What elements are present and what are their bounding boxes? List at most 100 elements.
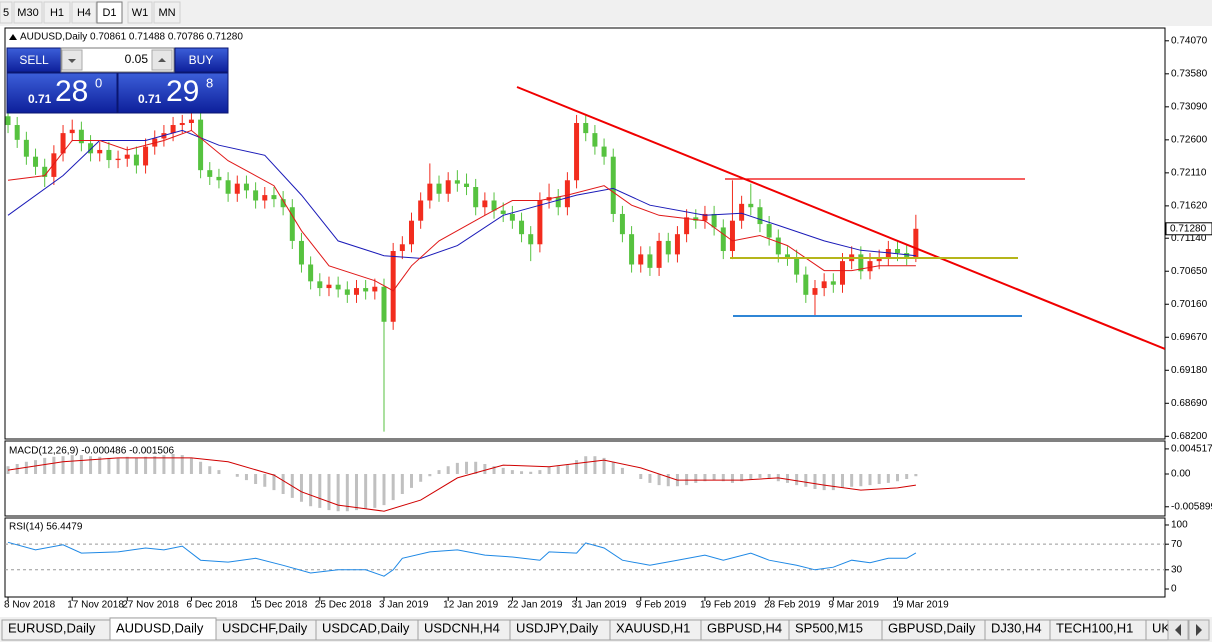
chart-tab-label[interactable]: SP500,M15 bbox=[795, 620, 863, 635]
candle-body bbox=[830, 281, 836, 285]
chart-tab-label[interactable]: EURUSD,Daily bbox=[8, 620, 96, 635]
moving-average bbox=[7, 129, 916, 259]
chart-tab-label[interactable]: USDJPY,Daily bbox=[516, 620, 599, 635]
candle-body bbox=[271, 195, 277, 200]
candle-body bbox=[766, 224, 772, 238]
chart-tab-label[interactable]: AUDUSD,Daily bbox=[116, 620, 204, 635]
candle-body bbox=[711, 213, 717, 228]
candle-body bbox=[665, 240, 671, 255]
timeframe-button[interactable] bbox=[13, 1, 43, 24]
x-tick-label: 28 Feb 2019 bbox=[764, 600, 821, 611]
macd-bar bbox=[694, 474, 698, 483]
macd-bar bbox=[455, 462, 459, 474]
macd-bar bbox=[373, 474, 377, 508]
macd-bar bbox=[813, 474, 817, 489]
candle-body bbox=[647, 254, 653, 268]
candle-body bbox=[491, 200, 497, 211]
macd-bar bbox=[24, 461, 28, 474]
candle-body bbox=[803, 274, 809, 295]
macd-bar bbox=[153, 456, 157, 474]
arrow-left bbox=[1175, 624, 1181, 636]
last-price-label: 0.71280 bbox=[1170, 223, 1207, 234]
chart-tab-label[interactable]: GBPUSD,H4 bbox=[707, 620, 782, 635]
macd-bar bbox=[428, 474, 432, 477]
timeframe-label[interactable]: W1 bbox=[132, 7, 149, 19]
buy-button[interactable] bbox=[174, 47, 229, 73]
timeframe-label[interactable]: MN bbox=[158, 7, 175, 19]
chart-tab-label[interactable]: USDCAD,Daily bbox=[322, 620, 410, 635]
timeframe-label[interactable]: H1 bbox=[50, 7, 64, 19]
timeframe-label[interactable]: 5 bbox=[3, 7, 9, 19]
macd-bar bbox=[703, 474, 707, 482]
chart-tab-label[interactable]: TECH100,H1 bbox=[1056, 620, 1133, 635]
timeframe-label[interactable]: D1 bbox=[102, 7, 116, 19]
timeframe-label[interactable]: H4 bbox=[77, 7, 91, 19]
candle-body bbox=[821, 281, 827, 289]
macd-bar bbox=[437, 470, 441, 474]
macd-bar bbox=[896, 474, 900, 482]
chart-tab-label[interactable]: USDCHF,Daily bbox=[222, 620, 308, 635]
timeframe-button[interactable] bbox=[43, 1, 71, 24]
lot-value[interactable]: 0.05 bbox=[125, 52, 149, 66]
macd-bar bbox=[730, 474, 734, 483]
y-tick-label: 0.70650 bbox=[1171, 266, 1208, 277]
chart-tab-label[interactable]: XAUUSD,H1 bbox=[616, 620, 690, 635]
macd-bar bbox=[391, 474, 395, 501]
timeframe-button[interactable] bbox=[127, 1, 153, 24]
macd-bar bbox=[474, 461, 478, 474]
bid-box[interactable] bbox=[6, 72, 118, 114]
macd-signal bbox=[7, 457, 916, 512]
ask-box[interactable] bbox=[117, 72, 229, 114]
macd-bar bbox=[465, 461, 469, 474]
macd-bar bbox=[144, 456, 148, 474]
candle-body bbox=[895, 248, 901, 254]
candle-body bbox=[243, 183, 249, 191]
macd-bar bbox=[382, 474, 386, 506]
macd-bar bbox=[400, 474, 404, 494]
candle-body bbox=[418, 200, 424, 221]
macd-bar bbox=[767, 474, 771, 479]
candle-body bbox=[601, 146, 607, 157]
timeframe-button[interactable] bbox=[153, 1, 181, 24]
candle-body bbox=[298, 240, 304, 265]
candle-body bbox=[234, 183, 240, 194]
candle-body bbox=[757, 207, 763, 225]
candle-body bbox=[564, 180, 570, 208]
candle-body bbox=[78, 129, 84, 144]
x-tick-label: 6 Dec 2018 bbox=[186, 600, 238, 611]
y-tick-label: 0.68690 bbox=[1171, 398, 1208, 409]
trend-line[interactable] bbox=[516, 86, 1165, 350]
candle-body bbox=[207, 170, 213, 177]
macd-bar bbox=[795, 474, 799, 486]
collapse-icon[interactable] bbox=[9, 34, 17, 40]
candle-body bbox=[262, 195, 268, 201]
macd-bar bbox=[593, 456, 597, 474]
timeframe-button[interactable] bbox=[71, 1, 97, 24]
macd-bar bbox=[914, 474, 918, 477]
candle-body bbox=[280, 199, 286, 208]
candle-body bbox=[353, 288, 359, 295]
timeframe-label[interactable]: M30 bbox=[17, 7, 38, 19]
candle-body bbox=[555, 197, 561, 208]
chart-tab-label[interactable]: DJ30,H4 bbox=[991, 620, 1042, 635]
y-tick-label: 0.72110 bbox=[1171, 168, 1207, 179]
one-click-panel: SELL 0.05 BUY 0.71 28 0 0.71 29 8 bbox=[6, 47, 229, 114]
sell-button[interactable] bbox=[6, 47, 62, 73]
macd-bar bbox=[547, 466, 551, 474]
candle-body bbox=[216, 176, 222, 181]
macd-bar bbox=[272, 474, 276, 491]
arrow-right bbox=[1196, 624, 1202, 636]
x-tick-label: 22 Jan 2019 bbox=[507, 600, 562, 611]
macd-bar bbox=[98, 456, 102, 474]
chart-tab-label[interactable]: USDCNH,H4 bbox=[424, 620, 500, 635]
macd-bar bbox=[208, 466, 212, 474]
chart-tab-label[interactable]: GBPUSD,Daily bbox=[888, 620, 976, 635]
macd-bar bbox=[492, 466, 496, 474]
timeframe-button[interactable] bbox=[96, 1, 123, 24]
timeframe-button[interactable] bbox=[0, 1, 13, 24]
macd-bar bbox=[584, 456, 588, 474]
macd-bar bbox=[886, 474, 890, 483]
candle-body bbox=[436, 183, 442, 194]
